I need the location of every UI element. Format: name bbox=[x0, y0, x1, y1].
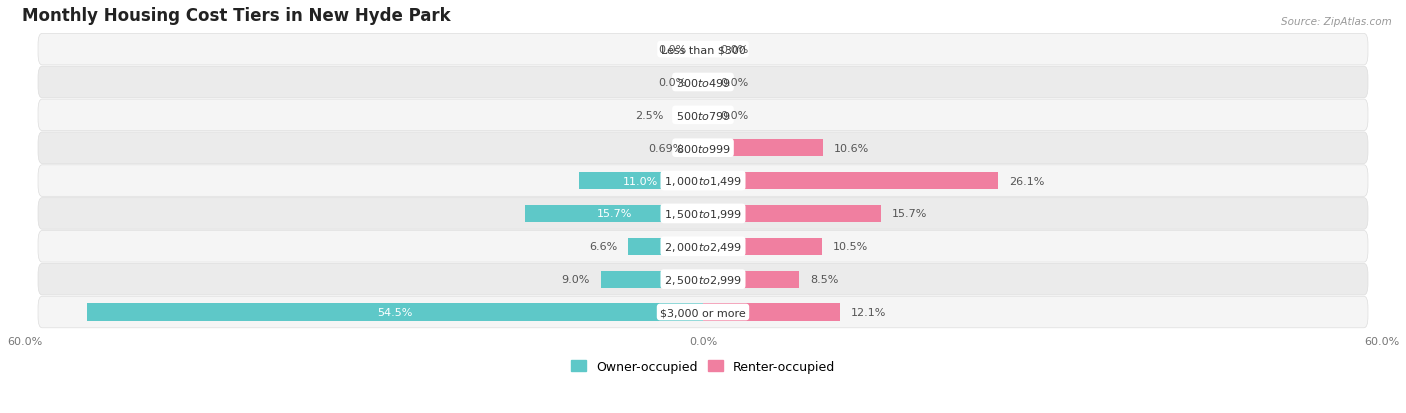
Bar bbox=[703, 173, 998, 190]
Bar bbox=[579, 173, 703, 190]
Text: 0.0%: 0.0% bbox=[720, 111, 748, 121]
Text: $2,500 to $2,999: $2,500 to $2,999 bbox=[664, 273, 742, 286]
Text: 54.5%: 54.5% bbox=[377, 307, 412, 317]
Bar bbox=[703, 140, 823, 157]
FancyBboxPatch shape bbox=[38, 133, 1368, 164]
Text: 2.5%: 2.5% bbox=[636, 111, 664, 121]
Text: 0.0%: 0.0% bbox=[720, 45, 748, 55]
FancyBboxPatch shape bbox=[38, 67, 1368, 99]
Text: Source: ZipAtlas.com: Source: ZipAtlas.com bbox=[1281, 17, 1392, 26]
Bar bbox=[526, 205, 703, 223]
Text: $3,000 or more: $3,000 or more bbox=[661, 307, 745, 317]
FancyBboxPatch shape bbox=[38, 198, 1368, 230]
Text: 15.7%: 15.7% bbox=[891, 209, 927, 219]
Text: 10.5%: 10.5% bbox=[832, 242, 869, 252]
Text: $1,500 to $1,999: $1,500 to $1,999 bbox=[664, 207, 742, 221]
Text: $800 to $999: $800 to $999 bbox=[675, 142, 731, 154]
Text: 0.0%: 0.0% bbox=[658, 78, 686, 88]
FancyBboxPatch shape bbox=[38, 297, 1368, 328]
FancyBboxPatch shape bbox=[38, 231, 1368, 262]
Text: $2,000 to $2,499: $2,000 to $2,499 bbox=[664, 240, 742, 253]
Bar bbox=[703, 205, 880, 223]
Text: Monthly Housing Cost Tiers in New Hyde Park: Monthly Housing Cost Tiers in New Hyde P… bbox=[22, 7, 450, 25]
Legend: Owner-occupied, Renter-occupied: Owner-occupied, Renter-occupied bbox=[567, 355, 839, 378]
Text: $300 to $499: $300 to $499 bbox=[675, 77, 731, 89]
Bar bbox=[703, 271, 799, 288]
FancyBboxPatch shape bbox=[38, 165, 1368, 197]
Text: 9.0%: 9.0% bbox=[561, 275, 591, 285]
Bar bbox=[628, 238, 703, 255]
FancyBboxPatch shape bbox=[38, 264, 1368, 295]
Text: 15.7%: 15.7% bbox=[596, 209, 631, 219]
Text: 0.69%: 0.69% bbox=[648, 143, 683, 153]
Bar bbox=[695, 140, 703, 157]
Bar bbox=[675, 107, 703, 124]
Text: Less than $300: Less than $300 bbox=[661, 45, 745, 55]
FancyBboxPatch shape bbox=[38, 34, 1368, 66]
Text: 6.6%: 6.6% bbox=[589, 242, 617, 252]
Bar bbox=[602, 271, 703, 288]
Text: 0.0%: 0.0% bbox=[658, 45, 686, 55]
Bar bbox=[703, 304, 839, 321]
Text: 8.5%: 8.5% bbox=[810, 275, 839, 285]
Text: 10.6%: 10.6% bbox=[834, 143, 869, 153]
Text: 11.0%: 11.0% bbox=[623, 176, 658, 186]
Bar bbox=[703, 238, 821, 255]
Bar bbox=[87, 304, 703, 321]
Text: 12.1%: 12.1% bbox=[851, 307, 887, 317]
Text: 26.1%: 26.1% bbox=[1010, 176, 1045, 186]
Text: $1,000 to $1,499: $1,000 to $1,499 bbox=[664, 175, 742, 188]
FancyBboxPatch shape bbox=[38, 100, 1368, 131]
Text: 0.0%: 0.0% bbox=[720, 78, 748, 88]
Text: $500 to $799: $500 to $799 bbox=[675, 109, 731, 121]
